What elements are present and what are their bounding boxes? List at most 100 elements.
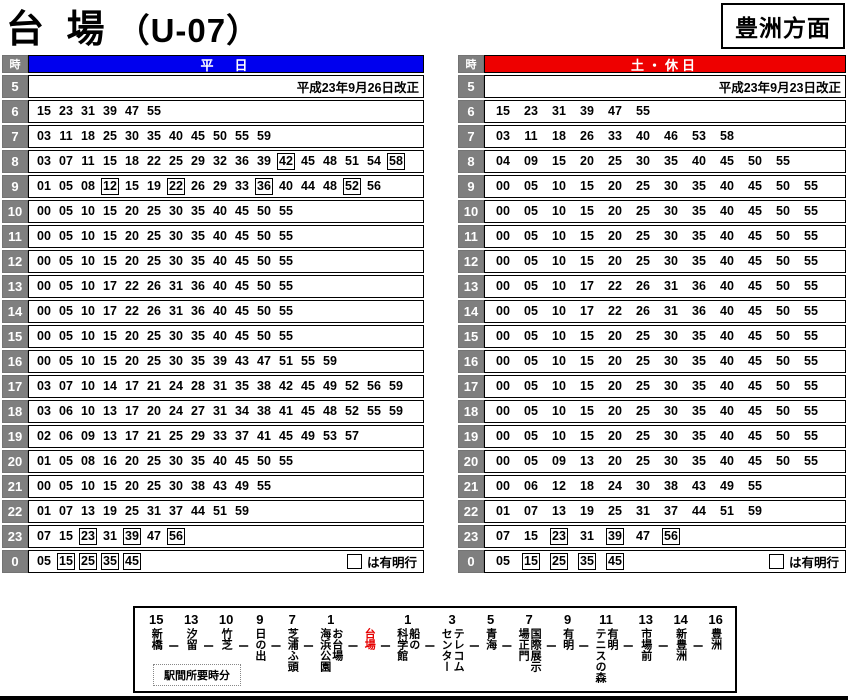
hour-cell: 18 <box>2 400 28 423</box>
minute-value: 40 <box>720 179 734 193</box>
minutes-cell: 00 05 10 15 20 25 30 35 40 45 50 55 <box>484 400 846 423</box>
minute-value: 26 <box>636 279 650 293</box>
minute-value: 29 <box>191 154 205 168</box>
minute-value: 00 <box>37 229 51 243</box>
minute-value: 50 <box>776 229 790 243</box>
timetable-row: 8 03 07 11 15 18 22 25 29 32 36 39 42 45 48 51 54 58 <box>2 150 424 173</box>
station-name-column: お台場 <box>330 628 343 661</box>
minute-value: 25 <box>147 229 161 243</box>
minute-value: 56 <box>367 179 381 193</box>
minute-value: 15 <box>37 104 51 118</box>
minute-value: 25 <box>636 454 650 468</box>
minute-value: 51 <box>345 154 359 168</box>
hour-cell: 17 <box>458 375 484 398</box>
route-connector: ー <box>203 641 215 653</box>
minute-value: 20 <box>125 229 139 243</box>
minute-value: 15 <box>125 179 139 193</box>
hour-cell: 6 <box>2 100 28 123</box>
minute-value: 45 <box>235 304 249 318</box>
minute-value: 17 <box>125 429 139 443</box>
minutes-cell: 04 09 15 20 25 30 35 40 45 50 55 <box>484 150 846 173</box>
minutes-cell: 00 05 10 15 20 25 30 35 40 45 50 55 <box>28 200 424 223</box>
minute-value: 53 <box>692 129 706 143</box>
minutes-cell: 00 06 12 18 24 30 38 43 49 55 <box>484 475 846 498</box>
minutes-cell: 00 05 10 15 20 25 30 35 40 45 50 55 <box>28 250 424 273</box>
minute-value-ariake: 42 <box>277 153 295 170</box>
hour-cell: 21 <box>2 475 28 498</box>
hour-cell: 10 <box>458 200 484 223</box>
minute-value: 40 <box>720 204 734 218</box>
timetable-row: 16 00 05 10 15 20 25 30 35 40 45 50 55 <box>458 350 846 373</box>
minute-value: 38 <box>257 379 271 393</box>
minute-value: 10 <box>552 404 566 418</box>
minute-value: 20 <box>608 404 622 418</box>
minute-value: 39 <box>257 154 271 168</box>
hour-cell: 0 <box>458 550 484 573</box>
minute-value: 18 <box>125 154 139 168</box>
minute-value: 25 <box>147 329 161 343</box>
minute-value: 45 <box>748 429 762 443</box>
minute-value: 40 <box>213 329 227 343</box>
minute-value: 40 <box>720 379 734 393</box>
minute-value: 50 <box>776 354 790 368</box>
timetable-holiday: 時土・休日 5 平成23年9月23日改正 6 15 23 31 39 47 55 7 03 11 18 26… <box>458 55 846 575</box>
minute-value: 29 <box>213 179 227 193</box>
timetable-row: 11 00 05 10 15 20 25 30 35 40 45 50 55 <box>2 225 424 248</box>
timetable-row: 23 07 15 23 31 39 47 56 <box>458 525 846 548</box>
station-minutes: 3 <box>448 612 456 627</box>
minutes-cell: 00 05 10 15 20 25 30 35 40 45 50 55 <box>484 200 846 223</box>
timetable-row: 10 00 05 10 15 20 25 30 35 40 45 50 55 <box>458 200 846 223</box>
minute-value: 05 <box>59 279 73 293</box>
minute-value: 10 <box>552 379 566 393</box>
minute-value: 45 <box>748 454 762 468</box>
minute-value: 24 <box>169 379 183 393</box>
station: 10 竹芝 <box>219 612 233 650</box>
minute-value: 50 <box>776 404 790 418</box>
hour-cell: 8 <box>2 150 28 173</box>
timetable-row: 15 00 05 10 15 20 25 30 35 40 45 50 55 <box>2 325 424 348</box>
minute-value: 54 <box>367 154 381 168</box>
hour-cell: 19 <box>458 425 484 448</box>
day-type-header: 土・休日 <box>484 55 846 73</box>
minute-value: 17 <box>103 279 117 293</box>
minute-value: 15 <box>59 529 73 543</box>
timetable-row: 11 00 05 10 15 20 25 30 35 40 45 50 55 <box>458 225 846 248</box>
station-name-column: 海浜公園 <box>318 628 331 672</box>
station-name-vertical: 竹芝 <box>220 628 232 650</box>
station-name-column: テレコム <box>452 628 465 672</box>
minute-value: 13 <box>552 504 566 518</box>
minutes-cell: 00 05 10 15 20 25 30 35 40 45 50 55 <box>484 350 846 373</box>
station-minutes: 1 <box>404 612 412 627</box>
minute-value: 00 <box>37 329 51 343</box>
hour-cell: 23 <box>2 525 28 548</box>
minute-value: 15 <box>103 354 117 368</box>
hour-cell: 13 <box>2 275 28 298</box>
minute-value: 17 <box>103 304 117 318</box>
minute-value: 25 <box>636 429 650 443</box>
page-header: 台 場（U-07） 豊洲方面 <box>0 0 848 54</box>
minute-value: 00 <box>496 354 510 368</box>
minute-value: 07 <box>59 154 73 168</box>
minute-value: 35 <box>692 204 706 218</box>
hour-cell: 7 <box>2 125 28 148</box>
minute-value: 45 <box>279 429 293 443</box>
minute-value: 15 <box>580 379 594 393</box>
minute-value: 00 <box>496 479 510 493</box>
minute-value: 37 <box>235 429 249 443</box>
minute-value: 40 <box>720 404 734 418</box>
timetable-row: 22 01 07 13 19 25 31 37 44 51 59 <box>458 500 846 523</box>
minute-value: 10 <box>552 204 566 218</box>
minute-value: 30 <box>636 479 650 493</box>
minute-value: 26 <box>147 304 161 318</box>
minute-value: 14 <box>103 379 117 393</box>
minute-value: 05 <box>524 404 538 418</box>
minutes-cell: 03 07 11 15 18 22 25 29 32 36 39 42 45 48 51 54 58 <box>28 150 424 173</box>
hour-cell: 20 <box>458 450 484 473</box>
minute-value-ariake: 56 <box>167 528 185 545</box>
minute-value: 50 <box>257 304 271 318</box>
minute-value: 55 <box>235 129 249 143</box>
minute-value: 16 <box>103 454 117 468</box>
legend-text: は有明行 <box>366 556 417 570</box>
timetable-row: 7 03 11 18 26 33 40 46 53 58 <box>458 125 846 148</box>
minute-value: 30 <box>664 329 678 343</box>
